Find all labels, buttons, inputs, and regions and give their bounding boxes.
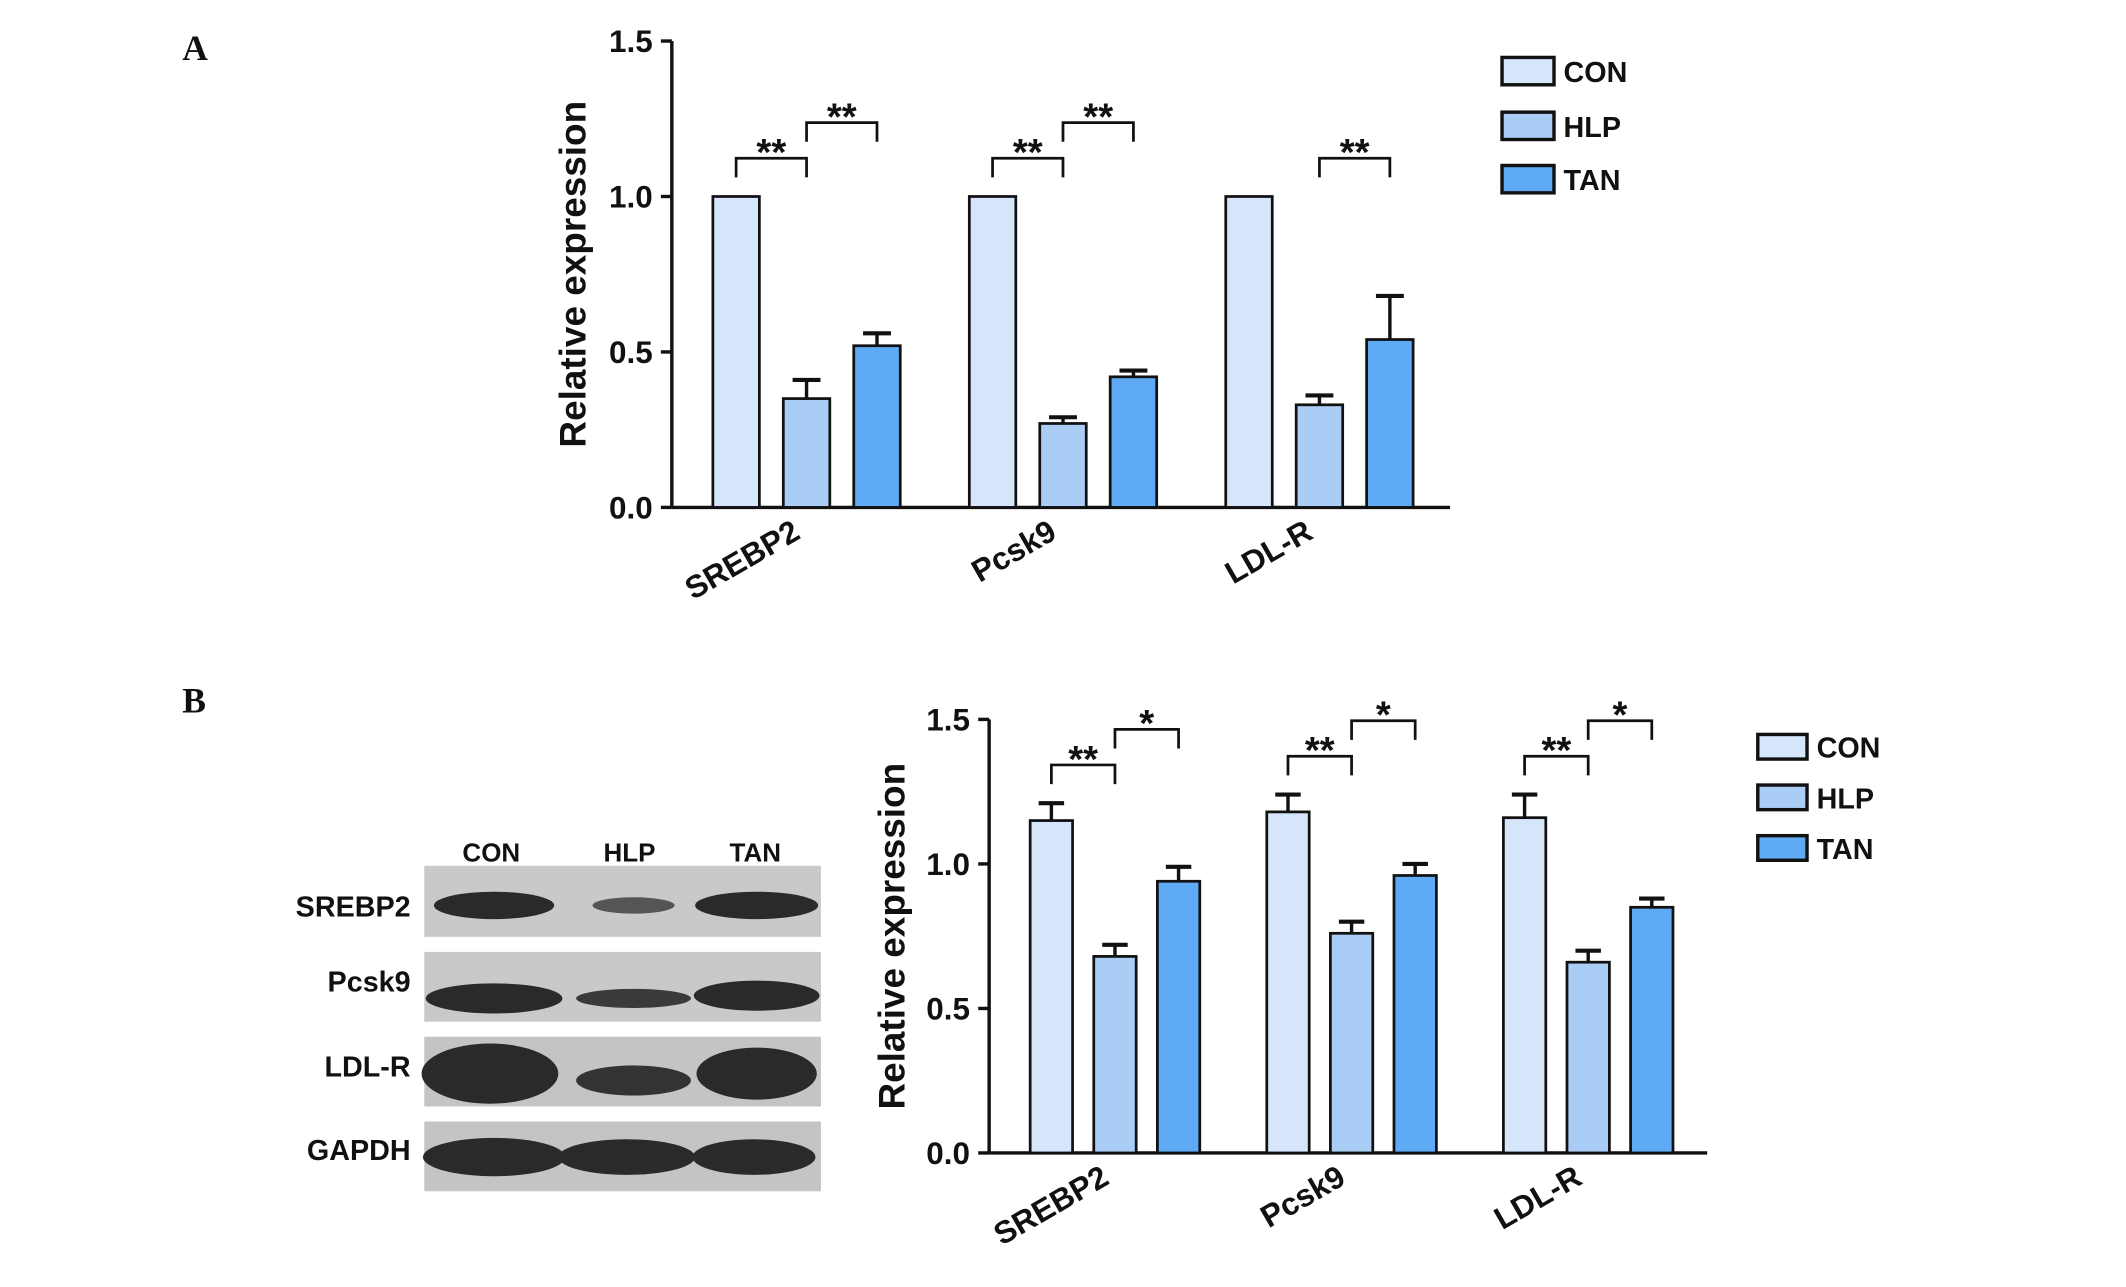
legend-swatch [1500, 110, 1556, 142]
significance-label: ** [1013, 131, 1043, 174]
significance-label: ** [1068, 738, 1098, 781]
y-axis-label: Relative expression [553, 101, 594, 448]
x-tick-label: Pcsk9 [966, 513, 1062, 589]
x-tick-label: LDL-R [1219, 513, 1318, 591]
y-tick-label: 0.0 [609, 490, 653, 525]
legend-label: TAN [1564, 165, 1621, 197]
bar [1565, 960, 1611, 1155]
bar [1028, 819, 1074, 1155]
bar [711, 195, 761, 509]
bar [852, 344, 902, 509]
bar [1224, 195, 1274, 509]
significance-label: ** [1340, 131, 1370, 174]
significance-label: * [1613, 694, 1628, 737]
bar [967, 195, 1018, 509]
significance-bracket [1523, 754, 1590, 776]
significance-bracket [805, 121, 879, 142]
bar [1108, 375, 1159, 509]
significance-label: * [1376, 694, 1391, 737]
y-tick-label: 1.0 [609, 179, 653, 214]
legend-label: CON [1817, 733, 1881, 765]
western-blot [421, 865, 821, 1192]
y-tick-label: 1.5 [926, 702, 970, 737]
significance-bracket [1318, 156, 1392, 178]
bar [1038, 422, 1088, 509]
y-tick-label: 0.5 [609, 335, 653, 370]
x-tick-label: LDL-R [1488, 1159, 1587, 1237]
legend-swatch [1756, 732, 1809, 761]
lane-label: CON [462, 838, 520, 868]
significance-bracket [734, 156, 808, 178]
significance-bracket [991, 156, 1065, 178]
significance-bracket [1113, 728, 1180, 749]
y-tick-label: 1.5 [609, 24, 653, 59]
significance-bracket [1350, 719, 1417, 740]
y-tick-label: 0.0 [926, 1136, 970, 1171]
x-tick-label: Pcsk9 [1255, 1159, 1351, 1235]
legend-label: HLP [1817, 783, 1874, 815]
bar [1329, 931, 1375, 1155]
bands [421, 891, 820, 1177]
row-label: SREBP2 [296, 891, 411, 923]
y-tick-label: 0.5 [926, 991, 970, 1026]
y-axis-label: Relative expression [871, 763, 912, 1110]
row-label: LDL-R [324, 1051, 410, 1083]
bar [1392, 874, 1438, 1155]
row-label: GAPDH [307, 1135, 411, 1167]
legend-swatch [1756, 833, 1809, 862]
bar [1092, 955, 1138, 1155]
significance-bracket [1061, 121, 1135, 142]
significance-label: * [1139, 702, 1154, 745]
panel-label: B [182, 681, 206, 721]
bar [781, 397, 832, 509]
bar [1156, 879, 1202, 1155]
legend-label: CON [1564, 57, 1628, 89]
lane-label: HLP [603, 838, 655, 868]
legend-label: TAN [1817, 834, 1874, 866]
significance-bracket [1286, 754, 1353, 776]
bar [1294, 403, 1345, 509]
legend-swatch [1500, 55, 1556, 87]
significance-label: ** [756, 131, 786, 174]
panel-label: A [182, 28, 208, 68]
row-label: Pcsk9 [328, 967, 411, 999]
y-tick-label: 1.0 [926, 847, 970, 882]
significance-label: ** [1083, 95, 1113, 138]
legend-swatch [1756, 783, 1809, 812]
legend-label: HLP [1564, 112, 1621, 144]
significance-label: ** [1541, 729, 1571, 772]
significance-bracket [1586, 719, 1654, 740]
x-tick-label: SREBP2 [988, 1159, 1114, 1252]
x-tick-label: SREBP2 [679, 513, 805, 606]
bar [1502, 816, 1548, 1155]
significance-bracket [1050, 763, 1117, 785]
bar [1365, 338, 1415, 509]
bar [1265, 810, 1311, 1155]
significance-label: ** [827, 95, 857, 138]
lane-label: TAN [730, 838, 781, 868]
legend-swatch [1500, 163, 1556, 195]
significance-label: ** [1305, 729, 1335, 772]
bar [1629, 905, 1675, 1155]
